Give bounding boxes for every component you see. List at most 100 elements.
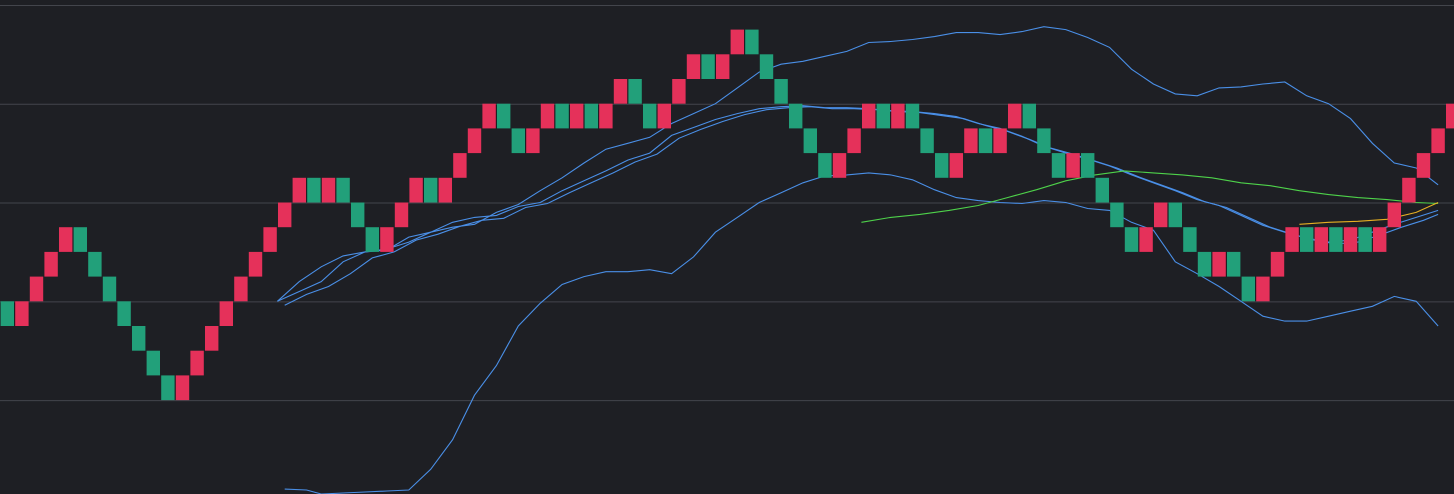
renko-brick-up xyxy=(628,79,642,104)
renko-brick-down xyxy=(175,375,190,401)
renko-brick-down xyxy=(190,350,204,376)
renko-brick-down xyxy=(862,103,876,129)
renko-brick-down xyxy=(1416,153,1431,178)
renko-brick-down xyxy=(993,128,1007,154)
renko-brick-down xyxy=(1387,202,1401,228)
renko-brick-down xyxy=(1256,276,1270,302)
renko-brick-up xyxy=(818,153,832,178)
renko-brick-up xyxy=(1022,103,1036,129)
renko-brick-up xyxy=(161,375,175,401)
renko-brick-down xyxy=(847,128,861,154)
renko-brick-down xyxy=(657,103,671,129)
renko-brick-up xyxy=(555,103,569,129)
renko-brick-up xyxy=(978,128,993,154)
renko-brick-up xyxy=(1051,153,1066,178)
renko-brick-up xyxy=(1124,227,1139,252)
renko-brick-up xyxy=(1227,251,1241,277)
renko-brick-down xyxy=(1431,128,1445,154)
renko-brick-down xyxy=(248,251,263,277)
renko-brick-up xyxy=(1168,202,1182,228)
renko-brick-down xyxy=(1314,227,1328,252)
renko-brick-up xyxy=(336,177,350,203)
renko-brick-up xyxy=(905,103,920,129)
renko-bricks xyxy=(0,29,1454,401)
renko-brick-down xyxy=(29,276,44,302)
renko-brick-up xyxy=(1037,128,1051,154)
renko-brick-up xyxy=(497,103,511,129)
renko-brick-down xyxy=(832,153,847,178)
indicator-lines xyxy=(277,26,1439,494)
renko-brick-down xyxy=(263,227,277,252)
renko-brick-down xyxy=(716,54,730,79)
renko-brick-up xyxy=(0,301,14,326)
renko-brick-down xyxy=(526,128,540,154)
renko-brick-down xyxy=(891,103,905,129)
renko-brick-down xyxy=(949,153,963,178)
renko-brick-down xyxy=(59,227,73,252)
renko-brick-down xyxy=(278,202,292,228)
renko-brick-up xyxy=(1095,177,1109,203)
renko-brick-down xyxy=(570,103,584,129)
indicator-line xyxy=(277,105,1439,302)
renko-brick-up xyxy=(789,103,803,129)
renko-brick-up xyxy=(511,128,525,154)
renko-brick-up xyxy=(1183,227,1197,252)
renko-brick-up xyxy=(1358,227,1372,252)
renko-brick-down xyxy=(1285,227,1299,252)
renko-brick-down xyxy=(438,177,452,203)
renko-brick-down xyxy=(453,153,467,178)
renko-brick-down xyxy=(672,79,686,104)
renko-brick-up xyxy=(803,128,817,154)
renko-brick-down xyxy=(1446,103,1454,129)
renko-brick-up xyxy=(1197,251,1212,277)
renko-brick-up xyxy=(365,227,379,252)
renko-brick-down xyxy=(1402,177,1416,203)
grid-lines xyxy=(0,4,1454,402)
renko-brick-up xyxy=(759,54,774,79)
renko-brick-down xyxy=(964,128,978,154)
renko-brick-down xyxy=(1343,227,1358,252)
renko-brick-up xyxy=(117,301,131,326)
renko-brick-down xyxy=(205,326,219,351)
renko-brick-up xyxy=(584,103,598,129)
renko-brick-down xyxy=(540,103,555,129)
renko-brick-up xyxy=(774,79,788,104)
renko-brick-up xyxy=(102,276,117,302)
renko-brick-up xyxy=(876,103,890,129)
renko-brick-down xyxy=(613,79,628,104)
indicator-line xyxy=(284,172,1439,494)
renko-brick-down xyxy=(394,202,409,228)
renko-brick-down xyxy=(44,251,58,277)
renko-brick-down xyxy=(1270,251,1285,277)
renko-brick-up xyxy=(1241,276,1255,302)
renko-brick-up xyxy=(1081,153,1095,178)
indicator-line xyxy=(861,170,1439,223)
renko-brick-up xyxy=(424,177,438,203)
renko-brick-down xyxy=(380,227,394,252)
renko-brick-up xyxy=(73,227,87,252)
renko-brick-down xyxy=(1066,153,1080,178)
renko-brick-up xyxy=(745,29,759,55)
renko-brick-down xyxy=(599,103,613,129)
indicator-line xyxy=(284,106,1439,306)
indicator-line xyxy=(1299,201,1439,225)
renko-brick-up xyxy=(146,350,160,376)
renko-brick-up xyxy=(132,326,146,351)
renko-brick-down xyxy=(1154,202,1168,228)
renko-brick-down xyxy=(409,177,423,203)
renko-brick-down xyxy=(234,276,248,302)
renko-brick-down xyxy=(1373,227,1387,252)
renko-brick-up xyxy=(643,103,657,129)
renko-brick-up xyxy=(701,54,715,79)
renko-brick-down xyxy=(686,54,701,79)
renko-brick-up xyxy=(920,128,934,154)
renko-brick-down xyxy=(1139,227,1153,252)
renko-brick-up xyxy=(1329,227,1343,252)
renko-brick-down xyxy=(467,128,482,154)
renko-brick-up xyxy=(88,251,102,277)
renko-brick-up xyxy=(935,153,949,178)
renko-brick-down xyxy=(219,301,233,326)
indicator-line xyxy=(277,26,1439,302)
renko-brick-up xyxy=(307,177,321,203)
